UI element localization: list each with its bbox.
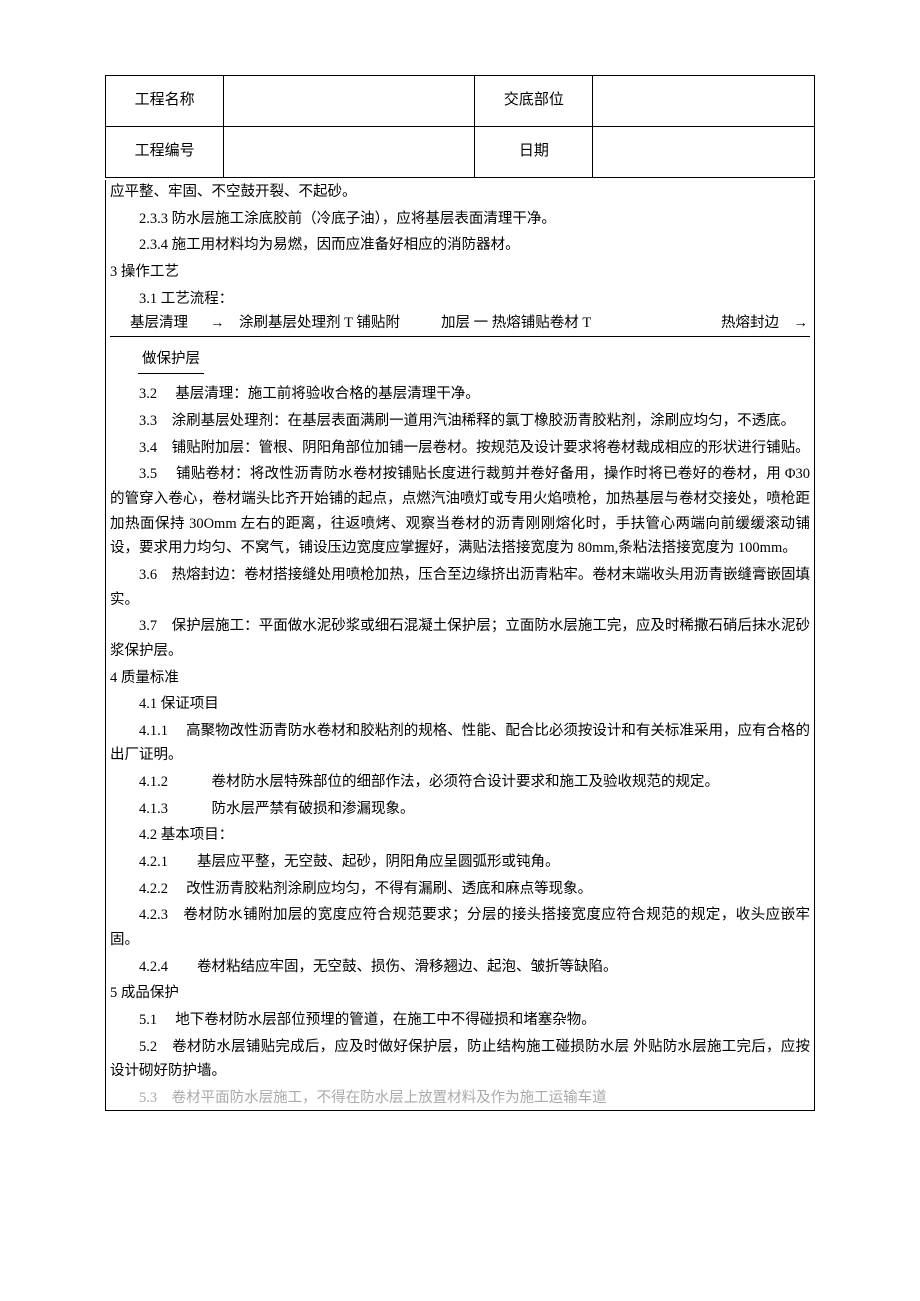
flow-step-4: 热熔封边 → (649, 311, 810, 336)
value-date (593, 127, 815, 178)
process-flow-row: 基层清理 → 涂刷基层处理剂 T 铺贴附 加层 一 热熔铺贴卷材 T 热熔封边 … (110, 311, 810, 336)
para-4-2-3: 4.2.3 卷材防水铺附加层的宽度应符合规范要求；分层的接头搭接宽度应符合规范的… (110, 903, 810, 952)
para-4-1-2: 4.1.2 卷材防水层特殊部位的细部作法，必须符合设计要求和施工及验收规范的规定… (110, 770, 810, 795)
para-4-1: 4.1 保证项目 (110, 692, 810, 717)
para-3-4: 3.4 铺贴附加层：管根、阴阳角部位加铺一层卷材。按规范及设计要求将卷材裁成相应… (110, 436, 810, 461)
header-row-2: 工程编号 日期 (106, 127, 815, 178)
para-4-1-3: 4.1.3 防水层严禁有破损和渗漏现象。 (110, 797, 810, 822)
label-project-number: 工程编号 (106, 127, 224, 178)
label-disclosure-part: 交底部位 (475, 76, 593, 127)
para-4-1-1: 4.1.1 高聚物改性沥青防水卷材和胶粘剂的规格、性能、配合比必须按设计和有关标… (110, 719, 810, 768)
value-project-name (224, 76, 475, 127)
para-3-3: 3.3 涂刷基层处理剂：在基层表面满刷一道用汽油稀释的氯丁橡胶沥青胶粘剂，涂刷应… (110, 409, 810, 434)
para-5-1: 5.1 地下卷材防水层部位预埋的管道，在施工中不得碰损和堵塞杂物。 (110, 1008, 810, 1033)
content-body: 应平整、牢固、不空鼓开裂、不起砂。 2.3.3 防水层施工涂底胶前（冷底子油），… (105, 180, 815, 1111)
para-4-2-2: 4.2.2 改性沥青胶粘剂涂刷应均匀，不得有漏刷、透底和麻点等现象。 (110, 877, 810, 902)
para-3-6: 3.6 热熔封边：卷材搭接缝处用喷枪加热，压合至边缘挤出沥青粘牢。卷材末端收头用… (110, 563, 810, 612)
para-4-2: 4.2 基本项目： (110, 823, 810, 848)
heading-3: 3 操作工艺 (110, 260, 810, 285)
label-project-name: 工程名称 (106, 76, 224, 127)
para-3-1: 3.1 工艺流程： (110, 287, 810, 312)
para-2-3-4: 2.3.4 施工用材料均为易燃，因而应准备好相应的消防器材。 (110, 233, 810, 258)
para-5-3-truncated: 5.3 卷材平面防水层施工，不得在防水层上放置材料及作为施工运输车道 (110, 1086, 810, 1104)
value-disclosure-part (593, 76, 815, 127)
para-3-2: 3.2 基层清理：施工前将验收合格的基层清理干净。 (110, 382, 810, 407)
flow-step-1: 基层清理 (110, 311, 208, 336)
heading-4: 4 质量标准 (110, 666, 810, 691)
para-2-3-2-cont: 应平整、牢固、不空鼓开裂、不起砂。 (110, 180, 810, 205)
value-project-number (224, 127, 475, 178)
flow-step-5: 做保护层 (138, 347, 204, 375)
para-3-7: 3.7 保护层施工：平面做水泥砂浆或细石混凝土保护层；立面防水层施工完，应及时稀… (110, 614, 810, 663)
para-4-2-1: 4.2.1 基层应平整，无空鼓、起砂，阴阳角应呈圆弧形或钝角。 (110, 850, 810, 875)
heading-5: 5 成品保护 (110, 981, 810, 1006)
process-flow-table: 基层清理 → 涂刷基层处理剂 T 铺贴附 加层 一 热熔铺贴卷材 T 热熔封边 … (110, 311, 810, 337)
para-4-2-4: 4.2.4 卷材粘结应牢固，无空鼓、损伤、滑移翘边、起泡、皱折等缺陷。 (110, 955, 810, 980)
header-row-1: 工程名称 交底部位 (106, 76, 815, 127)
para-2-3-3: 2.3.3 防水层施工涂底胶前（冷底子油），应将基层表面清理干净。 (110, 207, 810, 232)
para-3-5: 3.5 铺贴卷材：将改性沥青防水卷材按铺贴长度进行裁剪并卷好备用，操作时将已卷好… (110, 462, 810, 561)
header-table: 工程名称 交底部位 工程编号 日期 (105, 75, 815, 178)
para-5-2: 5.2 卷材防水层铺贴完成后，应及时做好保护层，防止结构施工碰损防水层 外贴防水… (110, 1035, 810, 1084)
flow-step-3: 加层 一 热熔铺贴卷材 T (439, 311, 649, 336)
flow-step-2: → 涂刷基层处理剂 T 铺贴附 (208, 311, 439, 336)
document-page: 工程名称 交底部位 工程编号 日期 应平整、牢固、不空鼓开裂、不起砂。 2.3.… (0, 0, 920, 1131)
label-date: 日期 (475, 127, 593, 178)
